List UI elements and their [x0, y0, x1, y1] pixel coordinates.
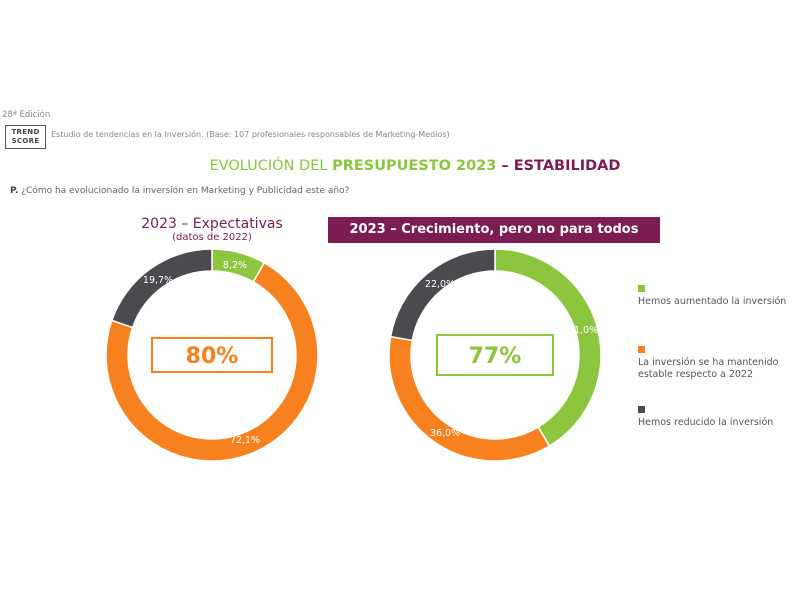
chart-2-slice-label-3: 22,0%	[425, 279, 455, 290]
trend-score-logo: TREND SCORE	[5, 125, 46, 149]
chart-1-center-box	[151, 337, 273, 373]
chart-2-slice-3	[389, 248, 496, 342]
left-chart-subtitle: (datos de 2022)	[172, 232, 252, 243]
chart-2-center-box	[436, 334, 554, 376]
question-prefix: P.	[10, 186, 19, 196]
title-part-3: – ESTABILIDAD	[496, 158, 621, 174]
left-chart-heading: 2023 – Expectativas (datos de 2022)	[112, 216, 312, 243]
left-chart-title: 2023 – Expectativas	[141, 216, 283, 232]
chart-1-slice-label-3: 19,7%	[143, 275, 173, 286]
legend-item-1: Hemos aumentado la inversión	[638, 284, 800, 308]
study-note: Estudio de tendencias en la Inversión. (…	[51, 130, 450, 139]
legend-swatch-3	[638, 406, 645, 413]
edition-label: 28ª Edición	[2, 110, 51, 120]
legend-swatch-1	[638, 285, 645, 292]
logo-line-2: SCORE	[11, 137, 40, 145]
legend-label-2: La inversión se ha mantenido estable res…	[638, 357, 779, 380]
legend-label-3: Hemos reducido la inversión	[638, 417, 774, 428]
legend-item-3: Hemos reducido la inversión	[638, 405, 800, 429]
chart-1-center-value: 80%	[186, 344, 239, 369]
logo-line-1: TREND	[11, 128, 40, 136]
chart-1-slice-2	[105, 261, 319, 462]
right-chart-title-banner: 2023 – Crecimiento, pero no para todos	[328, 217, 660, 243]
chart-2-center-value: 77%	[469, 344, 522, 369]
title-part-2: PRESUPUESTO 2023	[332, 158, 497, 174]
survey-question: P. ¿Cómo ha evolucionado la inversión en…	[10, 186, 349, 196]
legend-item-2: La inversión se ha mantenido estable res…	[638, 345, 800, 381]
chart-1-slice-label-2: 72,1%	[230, 435, 260, 446]
title-part-1: EVOLUCIÓN DEL	[209, 158, 333, 174]
chart-1-slice-3	[110, 248, 213, 329]
chart-2-slice-label-1: 41,0%	[568, 325, 598, 336]
legend-swatch-2	[638, 346, 645, 353]
chart-2-slice-label-2: 36,0%	[430, 428, 460, 439]
page-title: EVOLUCIÓN DEL PRESUPUESTO 2023 – ESTABIL…	[0, 158, 800, 174]
legend-label-1: Hemos aumentado la inversión	[638, 296, 787, 307]
question-text: ¿Cómo ha evolucionado la inversión en Ma…	[18, 186, 350, 196]
chart-1-slice-label-1: 8,2%	[223, 260, 247, 271]
